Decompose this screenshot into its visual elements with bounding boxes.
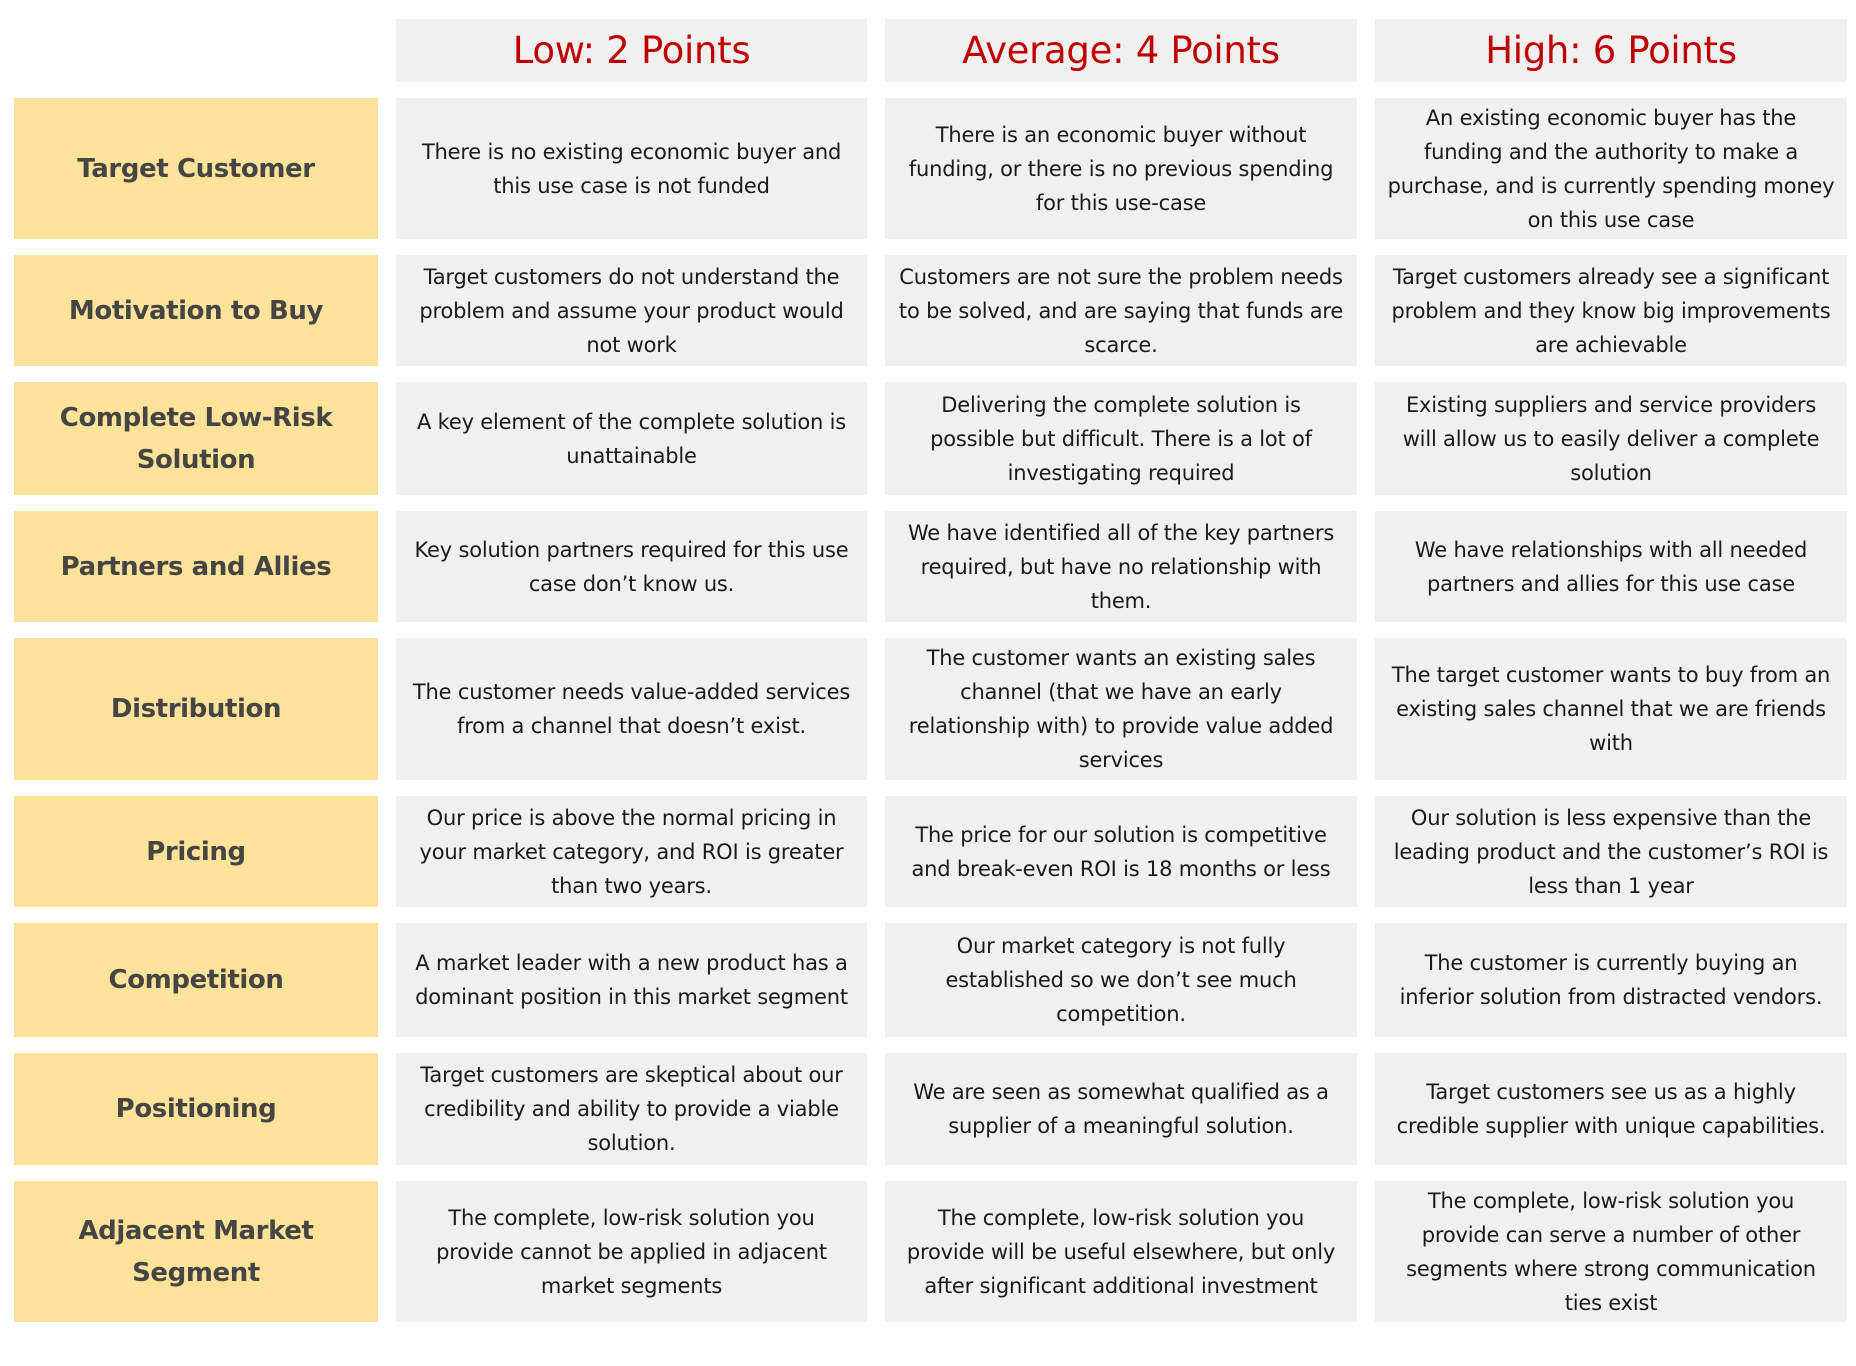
cell-solution-low: A key element of the complete solution i… — [396, 382, 867, 495]
cell-positioning-average: We are seen as somewhat qualified as a s… — [885, 1053, 1357, 1165]
cell-partners-average: We have identified all of the key partne… — [885, 511, 1357, 622]
cell-positioning-low: Target customers are skeptical about our… — [396, 1053, 867, 1165]
cell-pricing-average: The price for our solution is competitiv… — [885, 796, 1357, 907]
cell-target-customer-average: There is an economic buyer without fundi… — [885, 98, 1357, 239]
cell-competition-average: Our market category is not fully establi… — [885, 923, 1357, 1037]
column-header-average: Average: 4 Points — [885, 19, 1357, 82]
empty-corner-cell — [14, 19, 378, 82]
cell-distribution-low: The customer needs value-added services … — [396, 638, 867, 780]
scoring-rubric-table: Low: 2 Points Average: 4 Points High: 6 … — [14, 19, 1847, 1322]
cell-motivation-low: Target customers do not understand the p… — [396, 255, 867, 366]
cell-target-customer-high: An existing economic buyer has the fundi… — [1375, 98, 1847, 239]
column-header-low: Low: 2 Points — [396, 19, 867, 82]
cell-competition-high: The customer is currently buying an infe… — [1375, 923, 1847, 1037]
cell-distribution-high: The target customer wants to buy from an… — [1375, 638, 1847, 780]
row-label-pricing: Pricing — [14, 796, 378, 907]
cell-partners-high: We have relationships with all needed pa… — [1375, 511, 1847, 622]
cell-adjacent-average: The complete, low-risk solution you prov… — [885, 1181, 1357, 1322]
cell-motivation-high: Target customers already see a significa… — [1375, 255, 1847, 366]
cell-solution-high: Existing suppliers and service providers… — [1375, 382, 1847, 495]
cell-adjacent-low: The complete, low-risk solution you prov… — [396, 1181, 867, 1322]
cell-competition-low: A market leader with a new product has a… — [396, 923, 867, 1037]
cell-distribution-average: The customer wants an existing sales cha… — [885, 638, 1357, 780]
row-label-partners-and-allies: Partners and Allies — [14, 511, 378, 622]
row-label-competition: Competition — [14, 923, 378, 1037]
cell-partners-low: Key solution partners required for this … — [396, 511, 867, 622]
cell-adjacent-high: The complete, low-risk solution you prov… — [1375, 1181, 1847, 1322]
cell-motivation-average: Customers are not sure the problem needs… — [885, 255, 1357, 366]
cell-pricing-high: Our solution is less expensive than the … — [1375, 796, 1847, 907]
row-label-adjacent-market-segment: Adjacent Market Segment — [14, 1181, 378, 1322]
row-label-positioning: Positioning — [14, 1053, 378, 1165]
cell-positioning-high: Target customers see us as a highly cred… — [1375, 1053, 1847, 1165]
cell-solution-average: Delivering the complete solution is poss… — [885, 382, 1357, 495]
row-label-distribution: Distribution — [14, 638, 378, 780]
cell-pricing-low: Our price is above the normal pricing in… — [396, 796, 867, 907]
row-label-complete-low-risk-solution: Complete Low-Risk Solution — [14, 382, 378, 495]
cell-target-customer-low: There is no existing economic buyer and … — [396, 98, 867, 239]
row-label-target-customer: Target Customer — [14, 98, 378, 239]
row-label-motivation-to-buy: Motivation to Buy — [14, 255, 378, 366]
column-header-high: High: 6 Points — [1375, 19, 1847, 82]
